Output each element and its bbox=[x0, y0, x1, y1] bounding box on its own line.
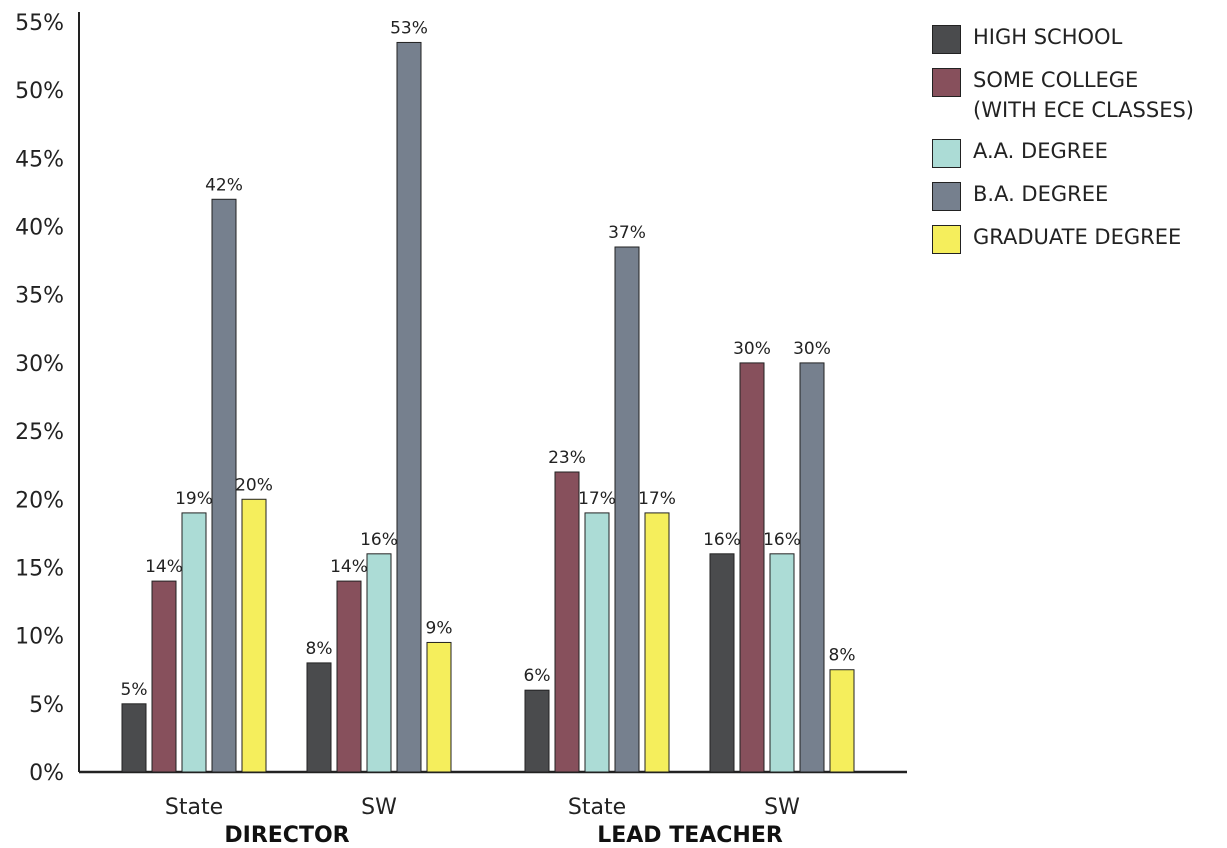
chart-legend: HIGH SCHOOL SOME COLLEGE (WITH ECE CLASSE… bbox=[932, 22, 1194, 265]
bar-value-label: 20% bbox=[235, 475, 273, 495]
y-tick-label: 20% bbox=[15, 488, 64, 513]
legend-label: SOME COLLEGE (WITH ECE CLASSES) bbox=[973, 68, 1194, 122]
legend-label: HIGH SCHOOL bbox=[973, 25, 1123, 49]
y-tick-label: 10% bbox=[15, 625, 64, 650]
bar bbox=[336, 580, 362, 773]
bar-value-label: 8% bbox=[306, 639, 333, 659]
bar-value-label: 53% bbox=[390, 18, 428, 38]
legend-swatch bbox=[932, 25, 961, 54]
y-tick-label: 50% bbox=[15, 79, 64, 104]
legend-swatch bbox=[932, 139, 961, 168]
bar-value-label: 37% bbox=[608, 223, 646, 243]
x-group-label: DIRECTOR bbox=[224, 823, 349, 848]
legend-item: B.A. DEGREE bbox=[932, 179, 1194, 211]
bar-value-label: 16% bbox=[763, 530, 801, 550]
bar bbox=[181, 512, 207, 773]
x-group-label: LEAD TEACHER bbox=[597, 823, 783, 848]
bar bbox=[769, 553, 795, 773]
bar bbox=[739, 362, 765, 773]
bar bbox=[554, 471, 580, 773]
bar bbox=[524, 689, 550, 773]
bar-value-label: 30% bbox=[793, 339, 831, 359]
bar-value-label: 14% bbox=[330, 557, 368, 577]
bar bbox=[799, 362, 825, 773]
x-category-label: SW bbox=[361, 795, 397, 820]
bar bbox=[151, 580, 177, 773]
bar bbox=[584, 512, 610, 773]
x-category-label: State bbox=[165, 795, 223, 820]
bar bbox=[829, 669, 855, 773]
y-tick-label: 25% bbox=[15, 420, 64, 445]
bar bbox=[241, 498, 267, 773]
bar bbox=[396, 41, 422, 773]
legend-item: SOME COLLEGE (WITH ECE CLASSES) bbox=[932, 65, 1194, 125]
legend-item: A.A. DEGREE bbox=[932, 136, 1194, 168]
bar bbox=[366, 553, 392, 773]
legend-label: GRADUATE DEGREE bbox=[973, 225, 1182, 249]
y-tick-label: 40% bbox=[15, 216, 64, 241]
bar-value-label: 30% bbox=[733, 339, 771, 359]
legend-label: A.A. DEGREE bbox=[973, 139, 1108, 163]
bar-value-label: 23% bbox=[548, 448, 586, 468]
y-tick-label: 0% bbox=[29, 761, 64, 786]
y-tick-label: 35% bbox=[15, 284, 64, 309]
bar bbox=[211, 198, 237, 773]
bar-value-label: 19% bbox=[175, 489, 213, 509]
bar-value-label: 16% bbox=[703, 530, 741, 550]
legend-item: GRADUATE DEGREE bbox=[932, 222, 1194, 254]
bar-value-label: 6% bbox=[524, 666, 551, 686]
y-tick-label: 30% bbox=[15, 352, 64, 377]
y-tick-label: 5% bbox=[29, 693, 64, 718]
bar bbox=[644, 512, 670, 773]
legend-swatch bbox=[932, 225, 961, 254]
legend-swatch bbox=[932, 68, 961, 97]
bar-value-label: 9% bbox=[426, 618, 453, 638]
legend-item: HIGH SCHOOL bbox=[932, 22, 1194, 54]
bar bbox=[709, 553, 735, 773]
y-tick-label: 45% bbox=[15, 147, 64, 172]
y-tick-label: 15% bbox=[15, 556, 64, 581]
bar-value-label: 16% bbox=[360, 530, 398, 550]
x-category-label: SW bbox=[764, 795, 800, 820]
bar bbox=[614, 246, 640, 773]
bar-value-label: 17% bbox=[578, 489, 616, 509]
bar-value-label: 14% bbox=[145, 557, 183, 577]
bar bbox=[426, 641, 452, 773]
x-category-label: State bbox=[568, 795, 626, 820]
bar bbox=[121, 703, 147, 773]
legend-label: B.A. DEGREE bbox=[973, 182, 1109, 206]
bar-value-label: 8% bbox=[829, 646, 856, 666]
bar bbox=[306, 662, 332, 773]
y-tick-label: 55% bbox=[15, 11, 64, 36]
bar-value-label: 42% bbox=[205, 175, 243, 195]
legend-swatch bbox=[932, 182, 961, 211]
bar-value-label: 17% bbox=[638, 489, 676, 509]
bar-value-label: 5% bbox=[121, 680, 148, 700]
